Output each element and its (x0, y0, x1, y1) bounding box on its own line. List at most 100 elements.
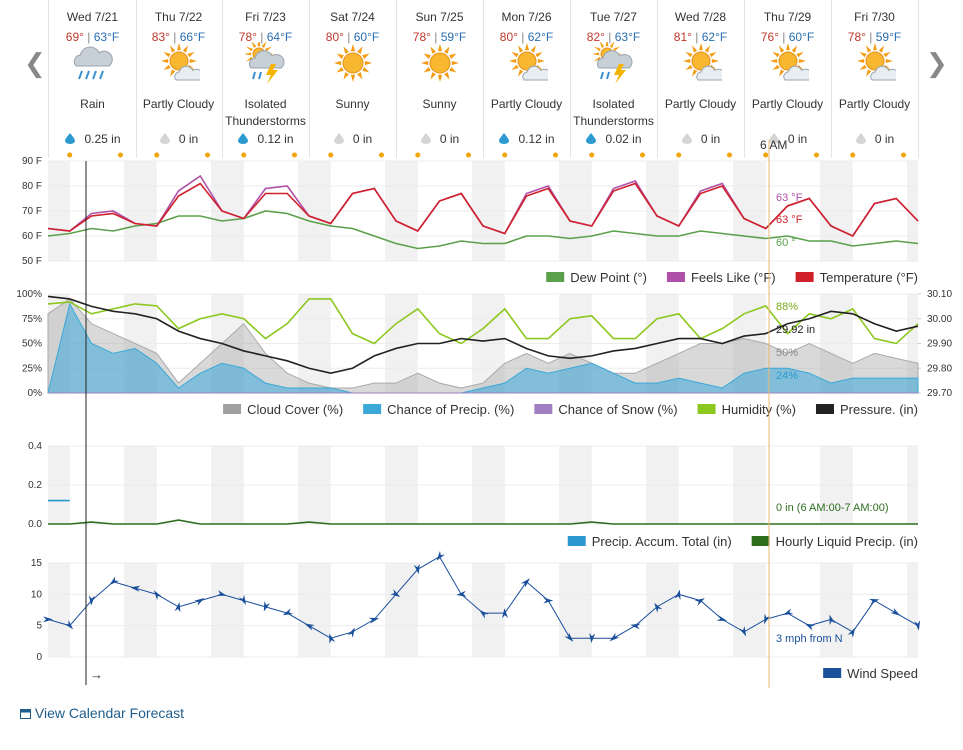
wind-arrow (456, 590, 467, 597)
day-label: Fri 7/30 (854, 10, 895, 24)
sun-ray (769, 59, 777, 63)
link-text[interactable]: View Calendar Forecast (34, 705, 185, 721)
sun-ray (186, 52, 195, 58)
wind-arrow (64, 619, 74, 630)
legend-swatch (567, 536, 586, 546)
wind-arrow (782, 608, 794, 616)
sun-ray (182, 45, 188, 53)
sun-ray (524, 43, 529, 51)
low-temp: 64°F (266, 30, 293, 44)
night-band (559, 563, 592, 657)
wind-arrow (390, 589, 401, 597)
wind-arrow (194, 598, 205, 606)
precip-text: 0.25 in (84, 132, 121, 146)
cloud (869, 65, 896, 81)
drop-icon (159, 133, 170, 144)
annotation: 63 °F (776, 192, 803, 204)
series-line (47, 210, 919, 250)
sun-disc (778, 51, 797, 71)
high-temp: 81° (673, 30, 692, 44)
next-arrow[interactable]: ❯ (926, 48, 948, 78)
y-tick-label: 60 F (22, 231, 42, 242)
annotation: 29.92 in (776, 324, 815, 336)
temps: 81° | 62°F (657, 30, 744, 44)
sun-ray (264, 46, 272, 52)
night-band (211, 563, 244, 657)
sun-ray (878, 45, 884, 53)
wind-arrow (829, 614, 836, 626)
high-temp: 80° (499, 30, 518, 44)
drop-icon (333, 133, 344, 144)
y-tick-label: 0 (36, 652, 42, 663)
condition: Partly Cloudy (142, 97, 215, 111)
sun-ray (333, 60, 341, 66)
y-tick-label: 0.4 (28, 441, 42, 452)
day-column: Fri 7/30 78° | 59°F Partly Cloudy 0 in (831, 0, 919, 158)
legend-label: Temperature (°F) (820, 270, 918, 285)
drop (499, 133, 510, 144)
weather-icon (160, 43, 200, 81)
sun-ray (872, 43, 877, 51)
condition: Partly Cloudy (838, 97, 911, 111)
wind-arrow (130, 585, 141, 592)
legend-label: Humidity (%) (722, 402, 796, 417)
sun-ray (609, 42, 614, 48)
sun-ray (537, 59, 545, 63)
separator: | (256, 30, 267, 44)
wind-arrow (890, 607, 901, 616)
drop (681, 133, 692, 144)
day-label: Wed 7/28 (674, 10, 727, 24)
sun-ray (356, 72, 362, 80)
sun-ray (261, 42, 266, 48)
sun-dot (205, 152, 210, 158)
night-band (124, 563, 157, 657)
wind-arrow (368, 617, 380, 624)
drop (586, 133, 597, 144)
precip-text: 0 in (352, 132, 373, 146)
cloud (521, 65, 548, 81)
low-temp: 63°F (614, 30, 641, 44)
wind-arrow (763, 613, 771, 625)
sun-ray (795, 52, 804, 58)
day-column: Thu 7/22 83° | 66°F Partly Cloudy 0 in (135, 0, 223, 158)
temps: 69° | 63°F (49, 30, 136, 44)
condition: Isolated Thunderstorms (225, 97, 306, 128)
sun-dot (901, 152, 906, 158)
drop (238, 133, 249, 144)
calendar-icon (20, 709, 31, 719)
sun-ray (592, 52, 599, 56)
precip-amount: 0 in (831, 132, 918, 146)
wind-arrow (694, 598, 705, 606)
charts: 50 F 60 F 70 F 80 F 90 F Temperature (°F) Feel… (16, 138, 952, 688)
precip-text: 0 in (178, 132, 199, 146)
y-tick-label: 25% (22, 363, 42, 374)
sun-ray (791, 45, 797, 53)
legend-label: Wind Speed (847, 666, 918, 681)
wind-arrow (716, 615, 728, 621)
wind-arrow (630, 623, 641, 630)
y-tick-label: 50 F (22, 256, 42, 267)
weather-icon (592, 42, 632, 84)
prev-arrow[interactable]: ❮ (24, 48, 46, 78)
sun-ray (251, 42, 256, 48)
weather-icon (333, 44, 372, 82)
low-temp: 60°F (353, 30, 380, 44)
sun-dot (379, 152, 384, 158)
precip-amount: 0 in (657, 132, 744, 146)
wind-arrow (329, 633, 336, 644)
sun-ray (350, 44, 355, 52)
sun-ray (771, 64, 780, 70)
night-band (820, 563, 853, 657)
y-tick-label: 90 F (22, 156, 42, 167)
y-tick-label: 0% (28, 388, 43, 399)
wind-arrow (847, 627, 856, 638)
sun-dot (676, 152, 682, 158)
precip-amount: 0 in (396, 132, 483, 146)
series-line (47, 298, 919, 345)
wind-arrow (589, 632, 596, 644)
calendar-link[interactable]: View Calendar Forecast (20, 705, 184, 721)
weather-icon (508, 43, 548, 81)
sun-ray (684, 64, 693, 70)
sun-ray (517, 69, 523, 77)
day-label: Tue 7/27 (590, 10, 637, 24)
